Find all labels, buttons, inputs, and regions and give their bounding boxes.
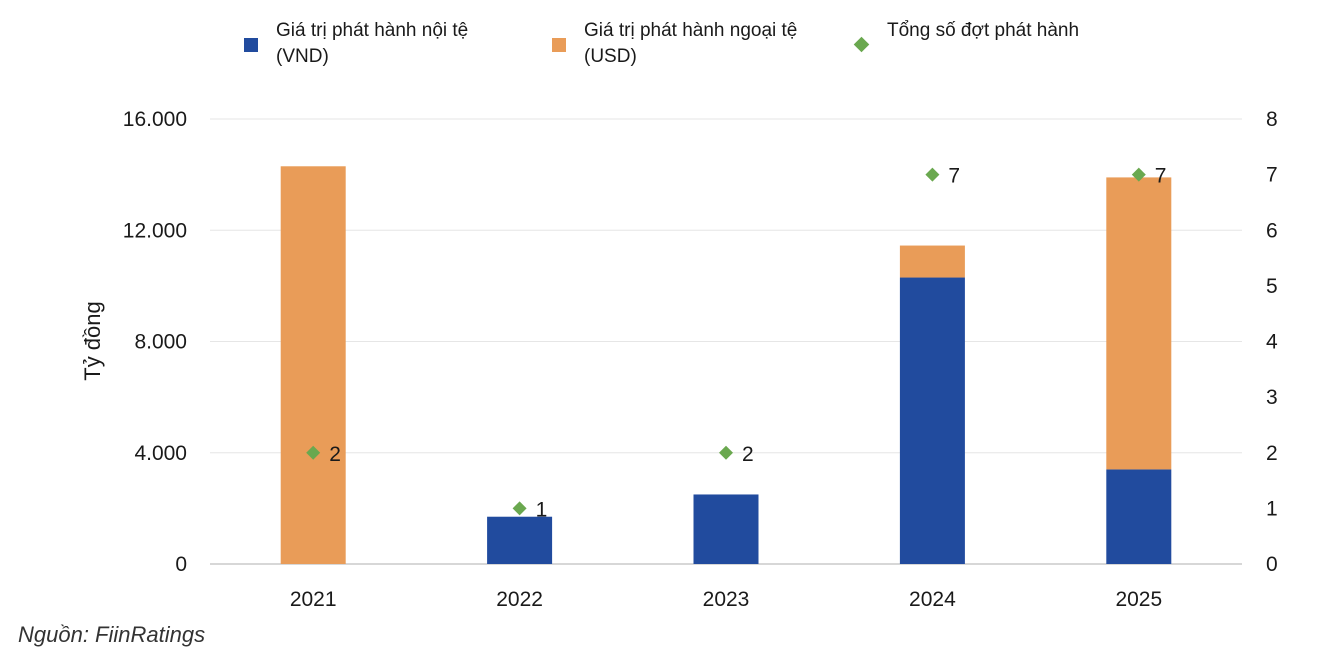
legend-item-usd: Giá trị phát hành ngoại tệ (USD) <box>552 18 834 70</box>
y-tick-label: 16.000 <box>123 108 187 131</box>
x-tick-label: 2021 <box>290 588 337 611</box>
count-marker-2024 <box>925 167 940 182</box>
x-tick-label: 2023 <box>703 588 750 611</box>
y-tick-label: 8.000 <box>134 331 187 354</box>
legend-swatch-vnd <box>244 38 258 52</box>
bar-vnd-2022 <box>487 516 553 564</box>
legend: Giá trị phát hành nội tệ (VND) Giá trị p… <box>0 18 1344 78</box>
bar-vnd-2025 <box>1106 469 1172 564</box>
y-tick-label: 12.000 <box>123 219 187 242</box>
y-tick-label: 0 <box>175 553 187 576</box>
source-note: Nguồn: FiinRatings <box>18 622 206 647</box>
y-axis-label: Tỷ đồng <box>80 301 105 381</box>
count-marker-2022 <box>512 501 527 516</box>
legend-label-vnd: Giá trị phát hành nội tệ (VND) <box>276 20 469 67</box>
legend-swatch-usd <box>552 38 566 52</box>
x-tick-label: 2025 <box>1115 588 1162 611</box>
y2-tick-label: 0 <box>1266 553 1278 576</box>
bar-usd-2024 <box>899 245 965 278</box>
legend-item-count: Tổng số đợt phát hành <box>853 18 1080 53</box>
legend-label-count: Tổng số đợt phát hành <box>887 20 1080 41</box>
x-tick-label: 2022 <box>496 588 543 611</box>
count-label: 7 <box>1155 165 1167 188</box>
bar-vnd-2024 <box>899 277 965 564</box>
count-label: 2 <box>742 443 754 466</box>
x-tick-label: 2024 <box>909 588 956 611</box>
y2-tick-label: 6 <box>1266 219 1278 242</box>
bar-usd-2021 <box>280 166 346 564</box>
y2-tick-label: 5 <box>1266 275 1278 298</box>
count-label: 1 <box>536 498 548 521</box>
count-marker-2025 <box>1131 167 1146 182</box>
count-marker-2021 <box>306 445 321 460</box>
y2-tick-label: 3 <box>1266 386 1278 409</box>
bar-vnd-2023 <box>693 494 759 564</box>
y2-tick-label: 4 <box>1266 331 1278 354</box>
count-marker-2023 <box>719 445 733 460</box>
y2-tick-label: 7 <box>1266 164 1278 187</box>
legend-item-vnd: Giá trị phát hành nội tệ (VND) <box>244 18 526 70</box>
y2-tick-label: 2 <box>1266 442 1278 465</box>
count-label: 7 <box>948 165 960 188</box>
y2-tick-label: 1 <box>1266 497 1278 520</box>
legend-label-usd: Giá trị phát hành ngoại tệ (USD) <box>584 20 798 67</box>
bar-usd-2025 <box>1106 177 1172 470</box>
y-tick-label: 4.000 <box>134 442 187 465</box>
y2-tick-label: 8 <box>1266 108 1278 131</box>
count-label: 2 <box>329 443 341 466</box>
chart: 0 4.000 8.000 12.000 16.000 0 1 2 3 4 5 6 7 8 Tỷ đồng 2… <box>80 108 1278 611</box>
